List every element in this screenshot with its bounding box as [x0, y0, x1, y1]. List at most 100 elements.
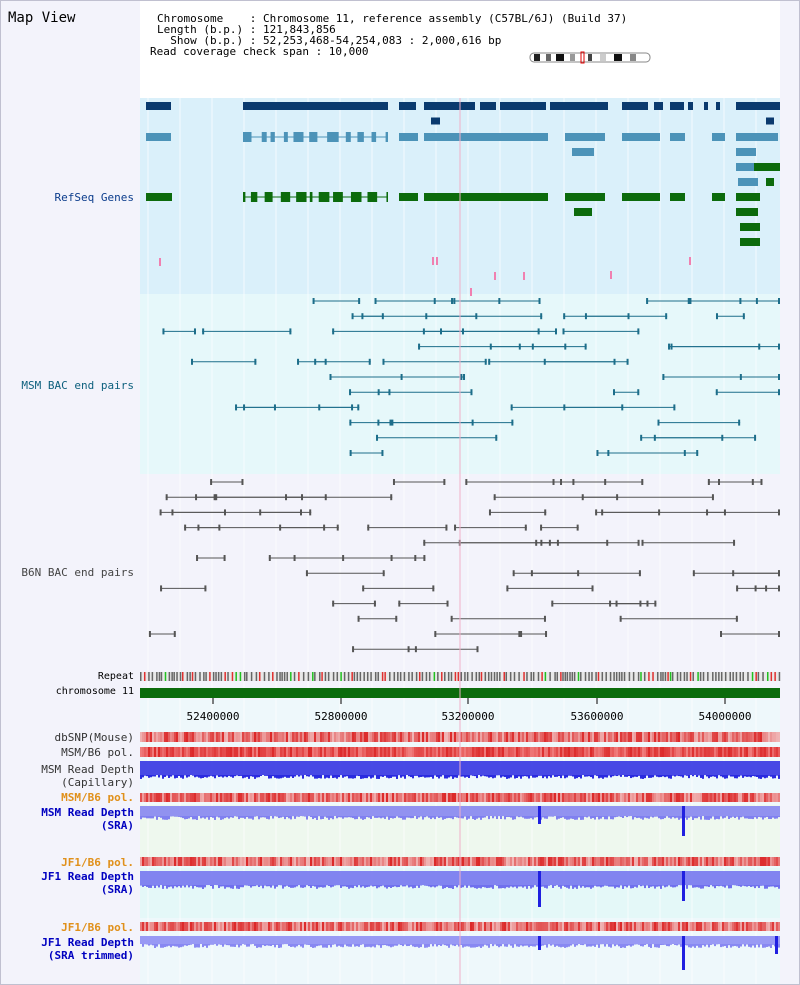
refseq-mark	[689, 257, 691, 265]
msm-depth-sra-bar	[222, 816, 224, 820]
jf1-depth-trimmed-bar	[562, 944, 564, 947]
dbsnp-heat	[614, 732, 616, 742]
msm-pol2-heat	[370, 793, 372, 802]
repeat-element	[209, 672, 211, 681]
msm-pol2-heat	[534, 793, 536, 802]
msm-pol2-heat	[358, 793, 360, 802]
jf1-pol-heat	[636, 857, 638, 866]
jf1-pol2-heat	[502, 922, 504, 931]
dbsnp-heat	[496, 732, 498, 742]
track-label-msm-bac[interactable]: MSM BAC end pairs	[21, 379, 134, 392]
msm-depth-sra-bar	[360, 816, 362, 819]
track-label-jf1-pol-2[interactable]: JF1/B6 pol.	[61, 921, 134, 934]
jf1-pol-heat	[580, 857, 582, 866]
b6n-bac-pair-end	[543, 615, 546, 622]
repeat-element	[532, 672, 535, 681]
jf1-pol-heat	[204, 857, 206, 866]
msm-depth-capillary-bar	[448, 775, 450, 778]
jf1-pol2-heat	[458, 922, 460, 931]
chromosome-ideogram[interactable]	[529, 51, 651, 64]
msm-bac-pair-end	[329, 374, 332, 380]
jf1-pol-heat	[422, 857, 424, 866]
jf1-pol2-heat	[666, 922, 668, 931]
dbsnp-heat	[446, 732, 448, 742]
b6n-bac-end-pairs[interactable]	[148, 479, 780, 653]
track-label-b6n-bac[interactable]: B6N BAC end pairs	[21, 566, 134, 579]
jf1-pol-heat	[600, 857, 602, 866]
msm-depth-sra-bar	[362, 816, 364, 820]
track-label-jf1-pol[interactable]: JF1/B6 pol.	[61, 856, 134, 869]
repeat-element	[724, 672, 727, 681]
track-label-msm-depth-sra[interactable]: MSM Read Depth	[41, 806, 134, 819]
track-label-msm-b6-pol-2[interactable]: MSM/B6 pol.	[61, 791, 134, 804]
jf1-pol2-heat	[488, 922, 490, 931]
jf1-pol-heat	[692, 857, 694, 866]
msm-depth-sra-bar	[572, 816, 574, 819]
msm-pol2-heat	[210, 793, 212, 802]
repeat-element	[191, 672, 194, 681]
msm-pol2-heat	[606, 793, 608, 802]
jf1-depth-sra-bar	[302, 885, 304, 888]
repeat-element	[340, 672, 342, 681]
msm-depth-capillary-bar	[426, 775, 428, 778]
track-label-repeat[interactable]: Repeat	[97, 671, 134, 682]
track-label-chromosome[interactable]: chromosome 11	[55, 686, 134, 697]
msm-pol2-heat	[218, 793, 220, 802]
dbsnp-heat	[742, 732, 744, 742]
jf1-depth-sra-bar	[748, 885, 750, 886]
msm-depth-sra-bar	[686, 816, 688, 820]
msm-depth-capillary-bar	[660, 775, 662, 778]
msm-pol2-heat	[314, 793, 316, 802]
repeat-element	[755, 672, 757, 681]
jf1-pol-heat	[208, 857, 210, 866]
dbsnp-heat	[766, 732, 768, 742]
dbsnp-heat	[554, 732, 556, 742]
track-label-jf1-depth[interactable]: JF1 Read Depth	[41, 870, 134, 883]
jf1-pol2-heat	[724, 922, 726, 931]
jf1-pol2-heat	[720, 922, 722, 931]
msm-bac-end-pairs[interactable]	[162, 298, 780, 456]
dbsnp-heat	[520, 732, 522, 742]
msm-depth-capillary-bar	[648, 775, 650, 778]
jf1-pol2-heat	[674, 922, 676, 931]
track-label-msm-b6-pol[interactable]: MSM/B6 pol.	[61, 746, 134, 759]
jf1-depth-sra-bar	[270, 885, 272, 888]
dbsnp-heat	[194, 732, 196, 742]
b6n-bac-pair-end	[390, 494, 393, 501]
jf1-pol-heat	[724, 857, 726, 866]
jf1-depth-sra-bar	[152, 885, 154, 886]
jf1-depth-sra-bar	[548, 885, 550, 886]
dbsnp-heat	[698, 732, 700, 742]
repeat-element	[363, 672, 365, 681]
refseq-genes[interactable]	[146, 102, 780, 296]
jf1-depth-trimmed-bar	[436, 944, 438, 947]
repeat-element	[615, 672, 618, 681]
b6n-bac-pair-end	[218, 524, 221, 531]
track-label-dbsnp[interactable]: dbSNP(Mouse)	[54, 731, 134, 744]
msm-depth-sra-bar	[740, 816, 742, 818]
jf1-pol2-heat	[160, 922, 162, 931]
jf1-depth-trimmed-bar	[240, 944, 242, 946]
jf1-pol-heat	[240, 857, 242, 866]
b6n-bac-pair-end	[778, 509, 780, 516]
jf1-depth-sra-bar	[484, 885, 486, 888]
msm-depth-sra-bar	[330, 816, 332, 819]
track-label-jf1-depth-trimmed[interactable]: JF1 Read Depth	[41, 936, 134, 949]
msm-depth-sra-bar	[160, 816, 162, 818]
dbsnp-heat	[332, 732, 334, 742]
msm-depth-capillary-bar	[420, 775, 422, 778]
msm-pol2-heat	[280, 793, 282, 802]
jf1-pol2-heat	[304, 922, 306, 931]
msm-depth-capillary-bar	[328, 775, 330, 779]
refseq-gene-navy	[766, 117, 774, 125]
jf1-pol2-heat	[216, 922, 218, 931]
msm-depth-sra-bar	[492, 816, 494, 819]
jf1-depth-sra-bar	[260, 885, 262, 886]
jf1-depth-trimmed-bar	[188, 944, 190, 946]
track-label-refseq[interactable]: RefSeq Genes	[54, 191, 134, 204]
repeat-element	[444, 672, 446, 681]
track-label-msm-depth-capillary[interactable]: MSM Read Depth	[41, 763, 134, 776]
jf1-pol-heat	[664, 857, 666, 866]
jf1-depth-trimmed-bar	[610, 944, 612, 948]
